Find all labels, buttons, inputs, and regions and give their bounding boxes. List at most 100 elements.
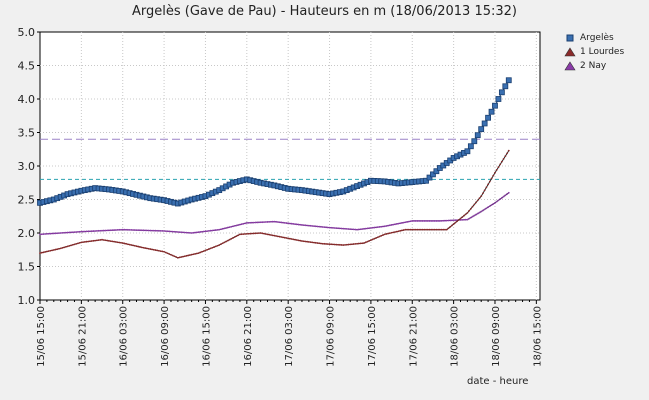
data-point [499,163,502,166]
data-point [401,222,403,224]
data-point [45,250,48,253]
data-point [111,240,114,243]
data-point [270,234,272,236]
data-point [382,234,384,236]
data-point [71,243,74,246]
data-point [307,241,310,243]
data-point [488,180,491,183]
x-tick-label: 16/06 09:00 [160,306,171,367]
data-point [147,229,150,232]
data-point [83,230,86,233]
data-point [140,246,143,249]
data-point [154,249,157,251]
data-point [176,256,179,259]
data-point [423,220,426,222]
data-point [295,239,298,241]
data-point [490,177,493,180]
data-point [49,249,52,252]
data-point [421,220,424,222]
data-point [364,241,367,244]
data-point [494,171,496,174]
data-point [380,225,383,228]
data-point [99,229,102,232]
data-point [318,225,321,228]
data-point [128,228,131,231]
data-point [190,253,193,256]
data-point [390,231,393,234]
x-axis-label: date - heure [467,376,529,387]
data-point [83,241,86,243]
data-point [44,233,47,235]
data-point [63,231,66,234]
data-point [356,228,359,231]
data-point [118,241,121,244]
data-point [266,221,269,223]
data-point [426,174,433,181]
data-point [478,197,481,200]
data-point [366,240,369,243]
data-point [383,233,386,236]
data-point [199,251,202,254]
data-point [159,229,162,232]
data-point [309,241,312,244]
data-point [240,233,243,236]
data-point [483,208,486,211]
data-point [504,155,507,158]
triangle-marker-icon [564,47,576,57]
data-point [314,241,317,244]
data-point [507,191,510,194]
data-point [175,256,178,258]
data-point [314,225,317,228]
data-point [104,239,107,242]
data-point [332,226,334,229]
data-point [145,247,148,250]
data-point [228,226,231,229]
data-point [166,252,169,255]
data-point [278,235,281,238]
x-tick-label: 16/06 15:00 [201,306,212,367]
data-point [485,207,488,210]
data-point [133,244,136,247]
data-point [58,232,60,235]
data-point [195,231,198,234]
chart-legend: Argelès 1 Lourdes 2 Nay [563,31,624,73]
legend-item: Argelès [563,31,624,45]
data-point [66,245,69,248]
data-point [71,231,74,234]
data-point [502,83,509,90]
data-point [425,228,427,231]
data-point [102,229,105,232]
data-point [463,218,465,221]
data-point [218,244,221,246]
data-point [52,232,55,235]
data-point [437,220,440,222]
data-point [376,236,379,239]
data-point [401,229,403,232]
data-point [140,229,143,232]
data-point [483,189,486,192]
y-tick-label: 4.5 [18,60,36,73]
data-point [375,237,377,239]
data-point [399,222,402,225]
y-tick-label: 5.0 [18,26,36,39]
data-point [216,228,219,231]
data-point [419,220,422,222]
data-point [185,254,188,257]
data-point [492,102,498,109]
data-point [161,250,164,253]
data-point [113,240,116,243]
data-point [170,230,172,233]
x-tick-label: 16/06 21:00 [243,306,254,367]
data-point [144,247,147,249]
data-point [311,225,314,227]
data-point [430,171,436,178]
data-point [192,253,195,256]
data-point [340,227,343,230]
data-point [480,210,483,213]
data-point [166,230,169,233]
data-point [454,221,457,224]
data-point [292,223,295,225]
data-point [147,247,150,250]
data-point [268,220,271,223]
chart-title: Argelès (Gave de Pau) - Hauteurs en m (1… [132,4,517,19]
